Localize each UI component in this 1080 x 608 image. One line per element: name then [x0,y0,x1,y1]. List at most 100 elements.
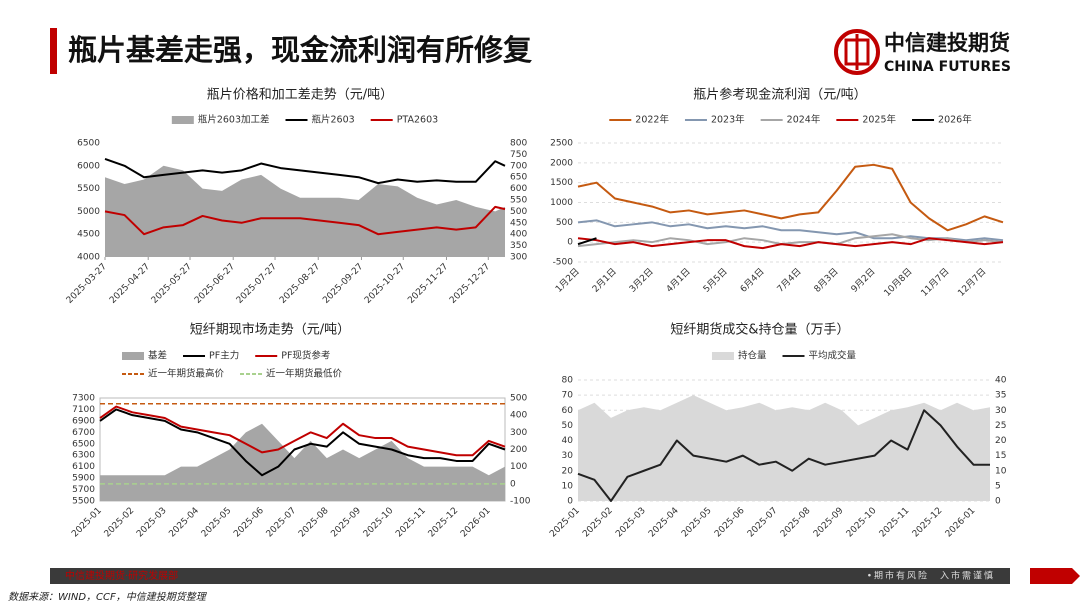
line [104,205,506,236]
x-tick-label: 1月2日 [553,266,582,295]
area [578,395,990,501]
y2-tick-label: 550 [510,196,527,206]
y-tick-label: 4500 [77,230,100,240]
area [105,165,505,257]
legend-label: 瓶片2603 [312,114,355,126]
legend-label: PF主力 [209,350,239,362]
x-tick-label: 2025-09 [329,506,363,540]
line [577,237,597,246]
y-tick-label: 6100 [72,462,95,472]
x-tick-label: 12月7日 [956,266,989,299]
x-tick-label: 2026-01 [944,506,978,540]
x-tick-label: 2025-12 [911,506,945,540]
y-tick-label: 6700 [72,428,95,438]
legend-label: 2022年 [635,114,669,126]
y2-tick-label: 400 [510,230,527,240]
y-tick-label: 5500 [72,497,95,507]
legend: 近一年期货最高价 近一年期货最低价 [122,368,343,380]
line [577,233,1004,248]
legend-swatch [171,116,194,124]
y-tick-label: 6900 [72,416,95,426]
legend-label: 2023年 [711,114,745,126]
y-tick-label: 500 [556,218,573,228]
logo: 中信建投期货 CHINA FUTURES [834,29,1011,75]
x-tick-label: 2025-03 [135,506,169,540]
legend-label: 持仓量 [738,350,767,362]
slide-title: 瓶片基差走强，现金流利润有所修复 [68,33,532,67]
x-tick-label: 2025-02 [103,506,137,540]
y-tick-label: 7300 [72,394,95,404]
line [99,408,506,477]
legend-label: 平均成交量 [809,350,857,362]
x-tick-label: 2025-08-27 [278,262,322,306]
y2-tick-label: 10 [995,466,1007,476]
legend-label: 瓶片2603加工差 [198,114,270,126]
y2-tick-label: 15 [995,451,1006,461]
line [104,158,506,185]
y-tick-label: 2000 [550,158,573,168]
x-tick-label: 2025-05 [200,506,234,540]
y-tick-label: 40 [562,436,574,446]
footer-left: 中信建投期货·研究发展部 [65,569,178,582]
x-tick-label: 2025-10 [845,506,879,540]
legend: 持仓量 平均成交量 [711,350,857,362]
x-tick-label: 2025-02 [581,506,615,540]
legend: 2022年 2023年 2024年 2025年 2026年 [609,114,972,126]
legend-swatch [711,352,734,360]
x-tick-label: 2025-11-27 [406,262,450,306]
legend-label: PTA2603 [397,115,438,126]
y2-tick-label: 300 [510,253,527,263]
x-tick-label: 2025-07 [265,506,299,540]
y-tick-label: 6300 [72,451,95,461]
y-tick-label: 60 [562,406,574,416]
x-tick-label: 2025-04-27 [108,262,152,306]
y2-tick-label: 500 [510,394,527,404]
x-tick-label: 2025-03-27 [65,262,109,306]
legend-label: 基差 [148,350,167,362]
x-tick-label: 2025-11 [878,506,912,540]
y-tick-label: 0 [567,238,573,248]
x-tick-label: 8月3日 [812,266,841,295]
x-tick-label: 7月4日 [775,266,804,295]
line [577,409,990,502]
footer-arrow [1030,568,1080,584]
legend-label: 2026年 [938,114,972,126]
y2-tick-label: 0 [995,497,1001,507]
y-tick-label: 7100 [72,405,95,415]
logo-en: CHINA FUTURES [884,59,1011,75]
y2-tick-label: 750 [510,150,527,160]
line [577,237,1004,250]
x-tick-label: 4月1日 [664,266,693,295]
y-tick-label: 30 [562,451,574,461]
legend-label: 近一年期货最高价 [148,368,225,380]
x-tick-label: 2025-01 [548,506,582,540]
y2-tick-label: 100 [510,462,527,472]
y2-tick-label: -100 [510,497,531,507]
x-tick-label: 2025-08 [297,506,331,540]
y2-tick-label: 600 [510,184,527,194]
x-tick-label: 2025-12-27 [448,262,492,306]
x-tick-label: 2025-06 [232,506,266,540]
y-tick-label: 6500 [77,139,100,149]
chart-title: 瓶片价格和加工差走势（元/吨） [207,87,393,103]
x-tick-label: 9月2日 [849,266,878,295]
y2-tick-label: 800 [510,139,527,149]
y-tick-label: 5000 [77,207,100,217]
y2-tick-label: 20 [995,436,1007,446]
x-tick-label: 2025-05 [680,506,714,540]
legend: 基差 PF主力 PF现货参考 [122,350,330,362]
y2-tick-label: 25 [995,421,1006,431]
line [577,163,1004,232]
x-tick-label: 2025-11 [394,506,428,540]
title-bar [50,28,57,74]
y-tick-label: 6000 [77,161,100,171]
y-tick-label: 5900 [72,474,95,484]
x-tick-label: 2025-03 [614,506,648,540]
x-tick-label: 2025-05-27 [150,262,194,306]
x-tick-label: 5月5日 [701,266,730,295]
x-tick-label: 2025-08 [779,506,813,540]
y2-tick-label: 35 [995,391,1006,401]
chart-title: 短纤期货成交&持仓量（万手） [670,322,849,338]
y2-tick-label: 40 [995,376,1007,386]
